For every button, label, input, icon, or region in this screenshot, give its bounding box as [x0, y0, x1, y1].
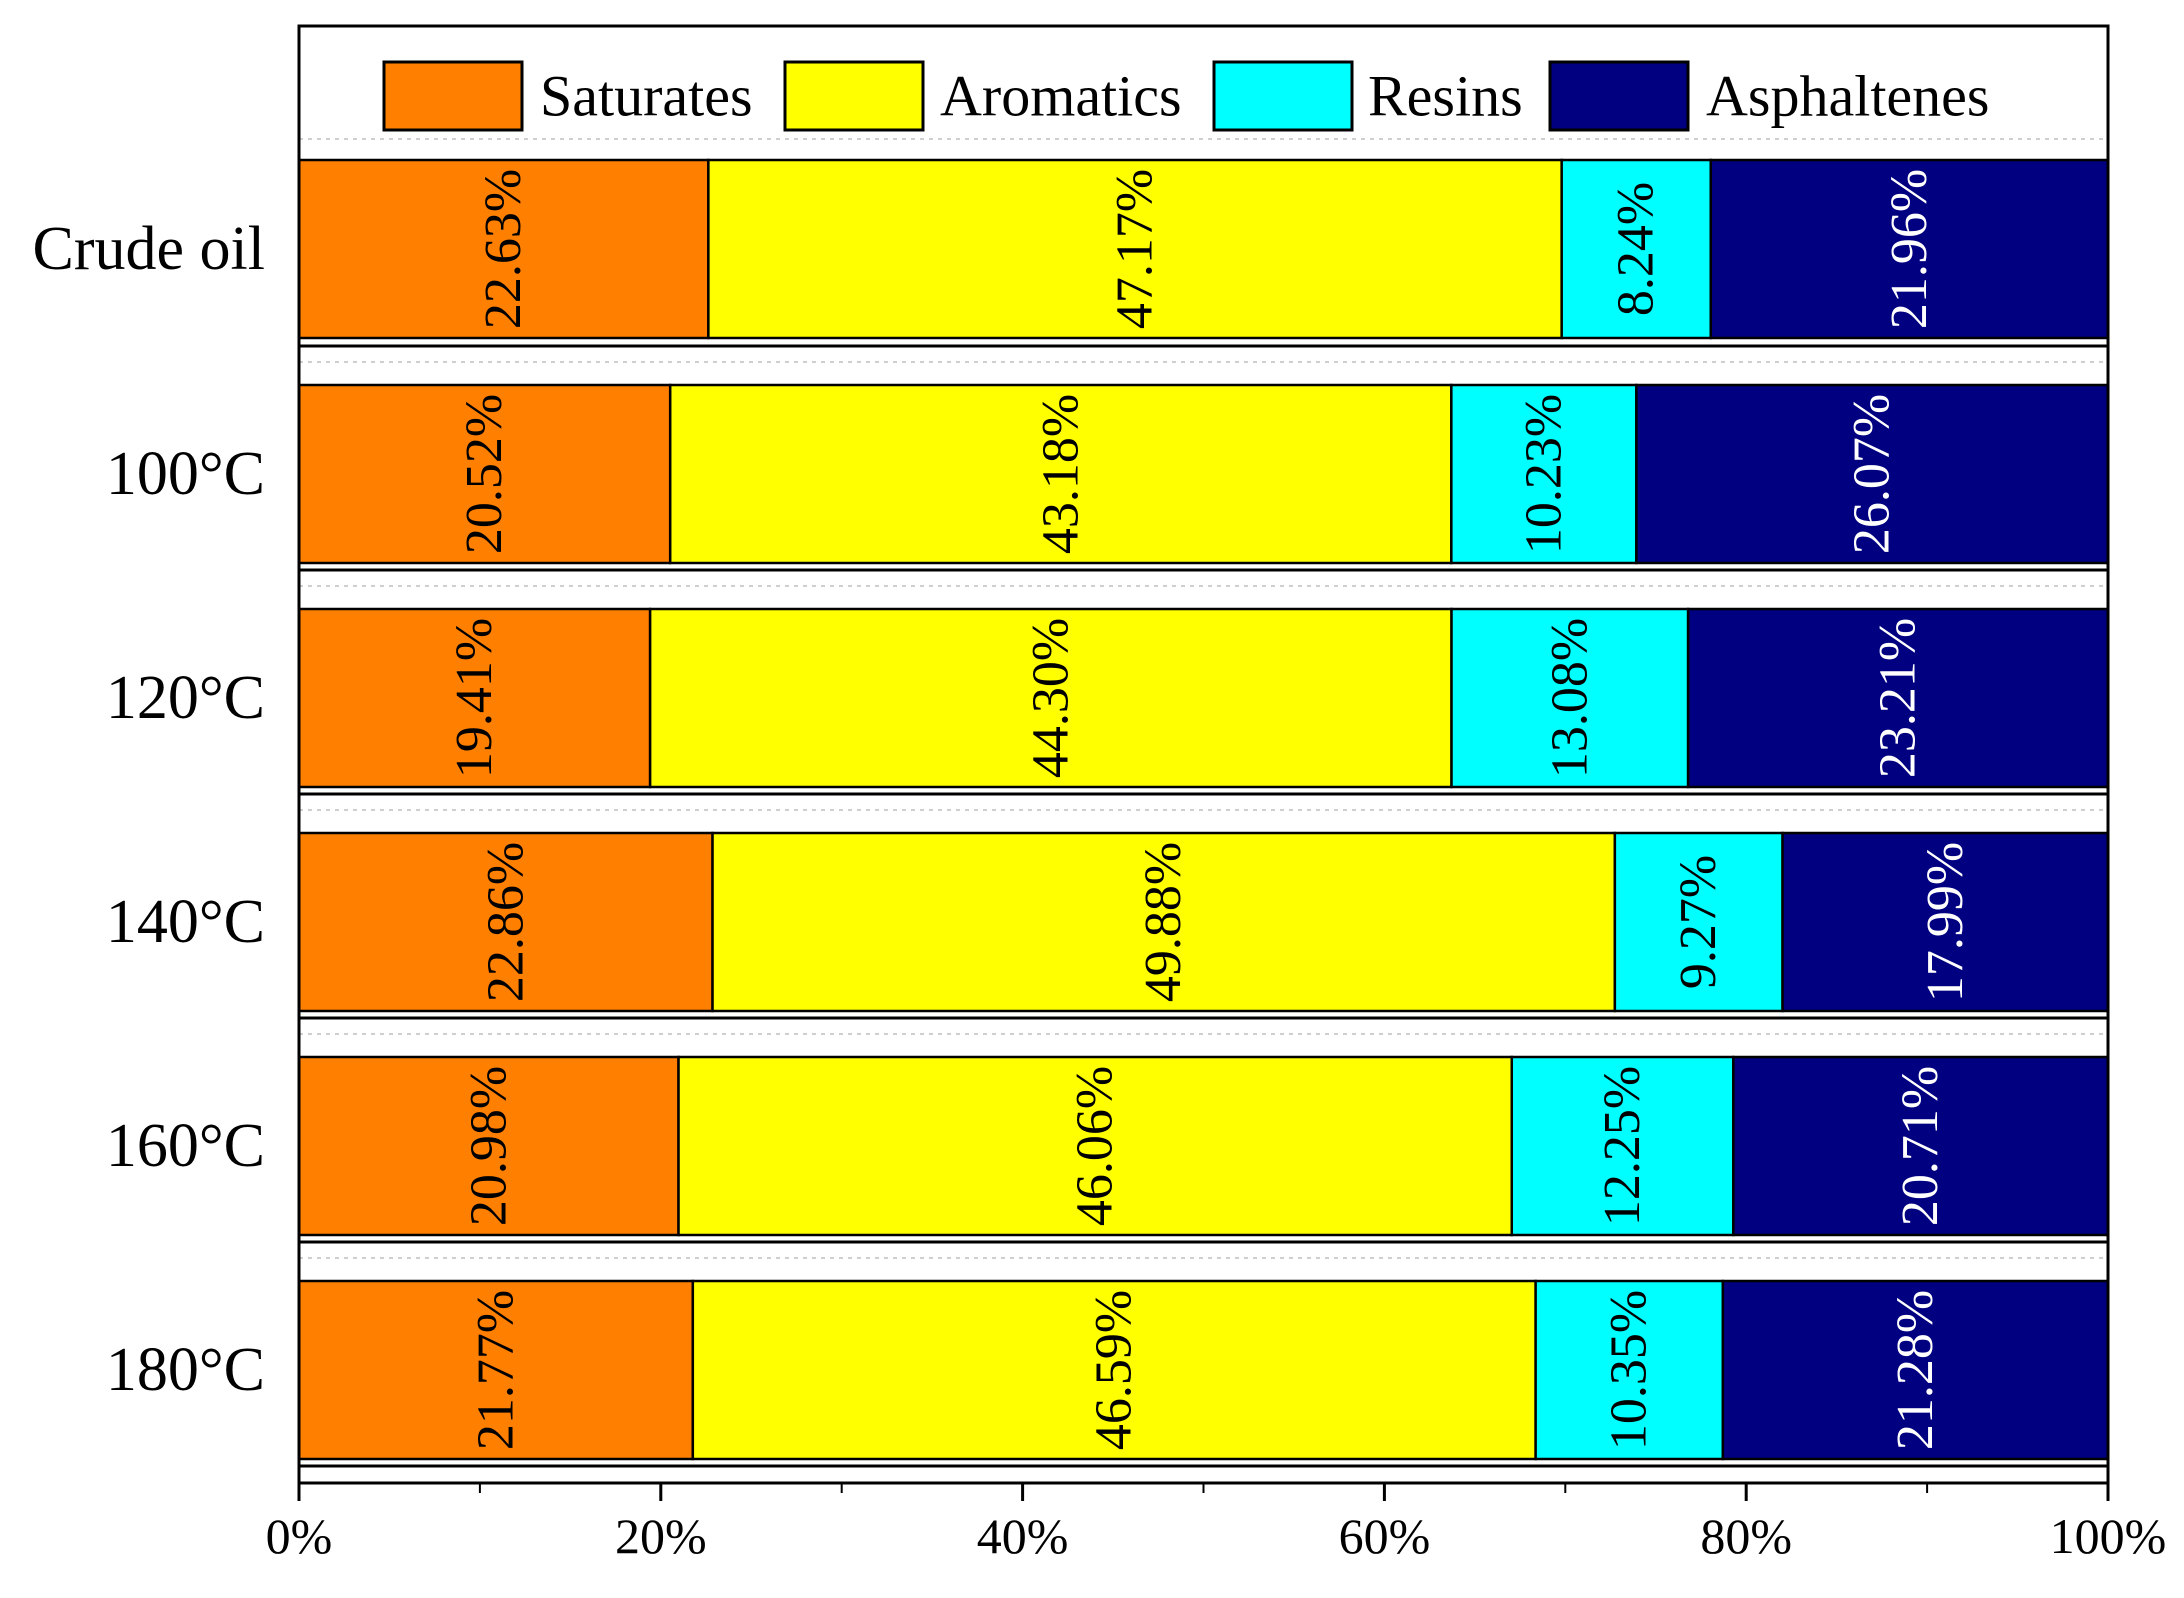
bar-resins-0 — [1560, 158, 1712, 340]
category-label: Crude oil — [33, 215, 265, 283]
category-label: 180°C — [106, 1336, 265, 1404]
data-label-aromatics-4: 46.06% — [1067, 1066, 1124, 1226]
data-label-aromatics-2: 44.30% — [1022, 618, 1079, 778]
legend-swatch-asphaltenes — [1548, 60, 1690, 132]
bar-resins-1 — [1450, 383, 1638, 565]
bar-saturates-5 — [297, 1279, 695, 1461]
bar-aromatics-3 — [711, 831, 1617, 1013]
data-label-aromatics-5: 46.59% — [1086, 1290, 1143, 1450]
data-label-asphaltenes-2: 23.21% — [1870, 618, 1927, 778]
legend-swatch-resins — [1212, 60, 1354, 132]
bar-asphaltenes-1 — [1635, 383, 2110, 565]
bar-aromatics-1 — [668, 383, 1453, 565]
bar-aromatics-0 — [707, 158, 1563, 340]
bar-saturates-3 — [297, 831, 714, 1013]
data-label-aromatics-0: 47.17% — [1107, 169, 1164, 329]
bar-asphaltenes-4 — [1732, 1055, 2110, 1237]
data-label-asphaltenes-1: 26.07% — [1844, 394, 1901, 554]
bar-resins-4 — [1510, 1055, 1735, 1237]
x-tick-label: 60% — [1339, 1508, 1431, 1564]
data-label-saturates-0: 22.63% — [475, 169, 532, 329]
data-label-resins-5: 10.35% — [1601, 1290, 1658, 1450]
bar-saturates-1 — [297, 383, 672, 565]
bar-aromatics-4 — [677, 1055, 1514, 1237]
bar-asphaltenes-2 — [1686, 607, 2110, 789]
x-tick-label: 20% — [615, 1508, 707, 1564]
x-tick-label: 100% — [2050, 1508, 2167, 1564]
category-axis-labels: Crude oil 100°C 120°C 140°C 160°C 180°C — [33, 215, 265, 1404]
category-label: 160°C — [106, 1112, 265, 1180]
data-label-asphaltenes-3: 17.99% — [1917, 842, 1974, 1002]
x-axis: 0% 20% 40% 60% 80% 100% — [266, 1483, 2167, 1564]
bar-resins-2 — [1450, 607, 1690, 789]
plot-frame — [297, 24, 2110, 1485]
legend-swatch-aromatics — [783, 60, 925, 132]
bar-aromatics-2 — [648, 607, 1453, 789]
legend-label-aromatics: Aromatics — [940, 64, 1182, 129]
x-tick-label: 40% — [977, 1508, 1069, 1564]
legend-label-saturates: Saturates — [540, 64, 753, 129]
data-label-resins-2: 13.08% — [1541, 618, 1598, 778]
bar-asphaltenes-0 — [1709, 158, 2110, 340]
data-label-aromatics-3: 49.88% — [1135, 842, 1192, 1002]
data-label-aromatics-1: 43.18% — [1032, 394, 1089, 554]
bar-saturates-4 — [297, 1055, 680, 1237]
bar-asphaltenes-3 — [1781, 831, 2110, 1013]
category-label: 100°C — [106, 440, 265, 508]
data-label-asphaltenes-4: 20.71% — [1892, 1066, 1949, 1226]
data-label-asphaltenes-0: 21.96% — [1881, 169, 1938, 329]
data-label-resins-3: 9.27% — [1670, 855, 1727, 989]
data-label-saturates-3: 22.86% — [477, 842, 534, 1002]
x-tick-label: 0% — [266, 1508, 333, 1564]
x-tick-label: 80% — [1700, 1508, 1792, 1564]
category-label: 120°C — [106, 664, 265, 732]
data-label-saturates-2: 19.41% — [446, 618, 503, 778]
data-label-resins-0: 8.24% — [1608, 182, 1665, 316]
bar-saturates-0 — [297, 158, 710, 340]
bar-resins-5 — [1534, 1279, 1725, 1461]
data-label-saturates-1: 20.52% — [456, 394, 513, 554]
legend-swatch-saturates — [382, 60, 524, 132]
legend-label-resins: Resins — [1368, 64, 1523, 129]
data-label-resins-4: 12.25% — [1594, 1066, 1651, 1226]
category-label: 140°C — [106, 888, 265, 956]
bar-asphaltenes-5 — [1721, 1279, 2110, 1461]
bar-resins-3 — [1613, 831, 1784, 1013]
bar-group: 22.63% 47.17% 8.24% 21.96% 20.52% 43.18% 10.23… — [297, 138, 2110, 1468]
legend: Saturates Aromatics Resins Asphaltenes — [382, 60, 1990, 132]
data-label-asphaltenes-5: 21.28% — [1887, 1290, 1944, 1450]
data-label-resins-1: 10.23% — [1515, 394, 1572, 554]
data-label-saturates-4: 20.98% — [460, 1066, 517, 1226]
legend-label-asphaltenes: Asphaltenes — [1706, 64, 1990, 129]
data-label-saturates-5: 21.77% — [467, 1290, 524, 1450]
